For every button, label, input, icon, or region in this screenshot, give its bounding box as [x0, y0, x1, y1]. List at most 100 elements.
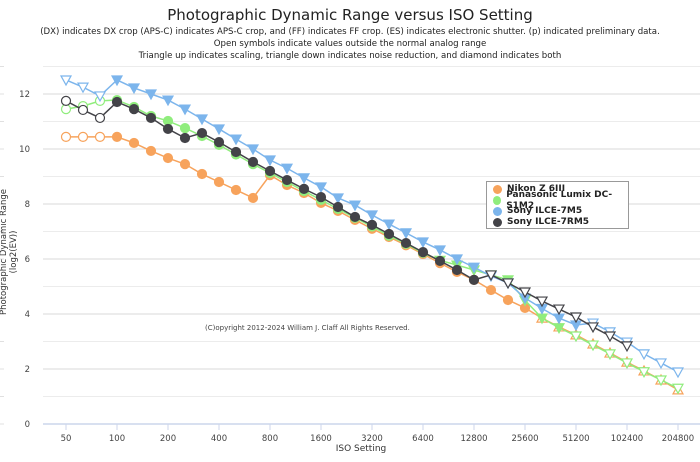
data-point[interactable] [501, 278, 515, 290]
data-point[interactable] [348, 200, 362, 212]
legend-label: Panasonic Lumix DC-S1M2 [506, 189, 613, 211]
data-point[interactable] [196, 168, 208, 180]
data-point[interactable] [603, 349, 617, 361]
data-point[interactable] [59, 75, 73, 87]
data-point[interactable] [569, 312, 583, 324]
grid-lines [0, 66, 700, 425]
data-point[interactable] [450, 254, 464, 266]
data-point[interactable] [468, 274, 480, 285]
data-point[interactable] [569, 331, 583, 343]
data-point[interactable] [145, 145, 157, 157]
data-point[interactable] [77, 131, 89, 142]
data-point[interactable] [247, 156, 259, 168]
data-point[interactable] [654, 375, 668, 387]
data-point[interactable] [383, 228, 395, 240]
data-point[interactable] [213, 137, 225, 148]
legend-item-sony-7rm5[interactable]: Sony ILCE-7RM5 [493, 217, 628, 228]
data-point[interactable] [229, 134, 243, 146]
data-point[interactable] [535, 296, 549, 308]
data-point[interactable] [586, 322, 600, 334]
legend-item-nikon-z6iii[interactable]: Nikon Z 6III [493, 184, 628, 195]
data-point[interactable] [280, 163, 294, 175]
data-point[interactable] [145, 112, 157, 124]
data-point[interactable] [94, 112, 106, 124]
x-tick-label: 102400 [611, 434, 643, 444]
data-point[interactable] [76, 82, 90, 94]
data-point[interactable] [467, 262, 481, 274]
data-point[interactable] [60, 131, 72, 142]
data-point[interactable] [60, 95, 72, 106]
data-point[interactable] [485, 284, 497, 296]
data-point[interactable] [382, 219, 396, 231]
data-point[interactable] [366, 219, 378, 230]
data-point[interactable] [451, 264, 463, 276]
data-point[interactable] [264, 165, 276, 177]
series-3 [60, 95, 634, 353]
data-point[interactable] [518, 287, 532, 299]
data-point[interactable] [247, 192, 259, 204]
data-point[interactable] [162, 152, 174, 164]
data-point[interactable] [417, 247, 429, 258]
data-point[interactable] [281, 174, 293, 186]
legend-item-sony-7m5[interactable]: Sony ILCE-7M5 [493, 206, 628, 217]
data-point[interactable] [179, 123, 191, 134]
data-point[interactable] [603, 331, 617, 343]
data-point[interactable] [213, 176, 225, 188]
x-tick-label: 6400 [412, 434, 434, 444]
data-point[interactable] [77, 104, 89, 116]
data-point[interactable] [111, 96, 123, 108]
data-point[interactable] [230, 184, 242, 196]
data-point[interactable] [552, 304, 566, 316]
data-point[interactable] [212, 124, 226, 136]
data-point[interactable] [128, 137, 140, 149]
data-point[interactable] [332, 201, 344, 213]
y-tick-label: 6 [25, 255, 30, 265]
data-point[interactable] [654, 358, 668, 370]
data-point[interactable] [671, 367, 685, 379]
data-point[interactable] [671, 383, 685, 395]
series-1 [60, 94, 685, 395]
data-point[interactable] [349, 211, 361, 223]
data-point[interactable] [620, 341, 634, 353]
data-point[interactable] [502, 294, 514, 306]
data-point[interactable] [93, 91, 107, 103]
data-point[interactable] [94, 131, 106, 142]
data-point[interactable] [637, 367, 651, 378]
data-point[interactable] [484, 270, 498, 282]
data-point[interactable] [196, 127, 208, 139]
data-point[interactable] [298, 183, 310, 194]
data-point[interactable] [162, 123, 174, 135]
data-point[interactable] [434, 255, 446, 267]
data-point[interactable] [416, 237, 430, 249]
chart-subtitle-line-1: (DX) indicates DX crop (APS-C) indicates… [40, 27, 660, 37]
data-point[interactable] [111, 131, 123, 142]
data-point[interactable] [178, 104, 192, 116]
data-point[interactable] [433, 245, 447, 257]
data-point[interactable] [552, 313, 566, 325]
data-point[interactable] [179, 132, 191, 144]
data-point[interactable] [161, 95, 175, 107]
data-point[interactable] [315, 192, 327, 203]
data-point[interactable] [110, 75, 124, 87]
data-point[interactable] [365, 210, 379, 222]
data-point[interactable] [400, 237, 412, 249]
data-point[interactable] [246, 144, 260, 156]
data-point[interactable] [297, 173, 311, 185]
data-point[interactable] [637, 349, 651, 361]
data-point[interactable] [128, 104, 140, 115]
y-tick-label: 2 [25, 365, 30, 375]
data-point[interactable] [127, 83, 141, 95]
y-tick-label: 0 [25, 420, 30, 430]
data-point[interactable] [586, 340, 600, 352]
data-point[interactable] [620, 358, 634, 370]
data-point[interactable] [230, 146, 242, 158]
data-point[interactable] [314, 182, 328, 194]
data-point[interactable] [263, 155, 277, 167]
legend-item-panasonic-s1m2[interactable]: Panasonic Lumix DC-S1M2 [493, 190, 628, 211]
data-point[interactable] [331, 193, 345, 205]
data-point[interactable] [144, 89, 158, 101]
series-0 [60, 131, 685, 395]
data-point[interactable] [179, 159, 191, 170]
data-point[interactable] [195, 114, 209, 126]
data-point[interactable] [399, 228, 413, 240]
